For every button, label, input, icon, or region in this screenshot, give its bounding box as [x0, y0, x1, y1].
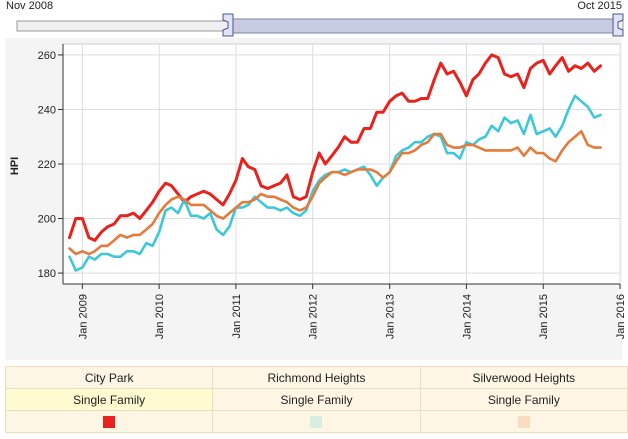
x-tick-label: Jan 2010 [154, 294, 166, 339]
x-tick-label: Jan 2016 [615, 294, 627, 339]
legend-type-richmond-heights[interactable]: Single Family [212, 388, 421, 411]
legend-swatch-silverwood-heights[interactable] [517, 416, 530, 429]
x-tick-label: Jan 2014 [461, 294, 473, 339]
y-tick-label: 200 [38, 214, 56, 226]
grid-lines [63, 44, 621, 284]
slider-selected-range[interactable] [227, 18, 616, 34]
legend-swatch-cell-silverwood-heights[interactable] [419, 410, 628, 433]
legend-area-silverwood-heights[interactable]: Silverwood Heights [419, 366, 628, 389]
series-legend: City Park Richmond Heights Silverwood He… [4, 366, 628, 433]
legend-swatch-city-park[interactable] [103, 416, 116, 429]
legend-area-richmond-heights[interactable]: Richmond Heights [212, 366, 421, 389]
legend-area-city-park[interactable]: City Park [4, 366, 214, 389]
x-tick-label: Jan 2013 [385, 294, 397, 339]
x-tick-label: Jan 2009 [77, 294, 89, 339]
slider-left-handle[interactable] [222, 13, 234, 37]
y-tick-label: 240 [38, 104, 56, 116]
range-end-label: Oct 2015 [577, 0, 622, 12]
series-lines [68, 53, 603, 272]
y-tick-label: 180 [38, 268, 56, 280]
date-range-slider[interactable] [0, 0, 628, 40]
x-axis: Jan 2009 Jan 2010 Jan 2011 Jan 2012 Jan 2013… [63, 283, 627, 339]
series-line-silverwood-heights [68, 130, 602, 256]
hpi-line-chart: 180 200 220 240 260 Jan 2009 Jan 2010 Jan 2011… [5, 38, 627, 360]
range-start-label: Nov 2008 [6, 0, 54, 12]
x-tick-label: Jan 2015 [538, 294, 550, 339]
legend-type-city-park[interactable]: Single Family [4, 388, 214, 411]
legend-swatch-cell-city-park[interactable] [4, 410, 214, 433]
y-tick-label: 260 [38, 50, 56, 62]
y-tick-label: 220 [38, 159, 56, 171]
y-axis-title: HPI [9, 157, 21, 175]
legend-type-silverwood-heights[interactable]: Single Family [419, 388, 628, 411]
legend-swatch-cell-richmond-heights[interactable] [212, 410, 421, 433]
x-tick-label: Jan 2011 [231, 294, 243, 338]
x-tick-label: Jan 2012 [308, 294, 320, 339]
legend-swatch-richmond-heights[interactable] [310, 416, 323, 429]
slider-right-handle[interactable] [612, 13, 624, 37]
series-line-city-park [68, 53, 603, 242]
y-axis: 180 200 220 240 260 [38, 44, 64, 284]
